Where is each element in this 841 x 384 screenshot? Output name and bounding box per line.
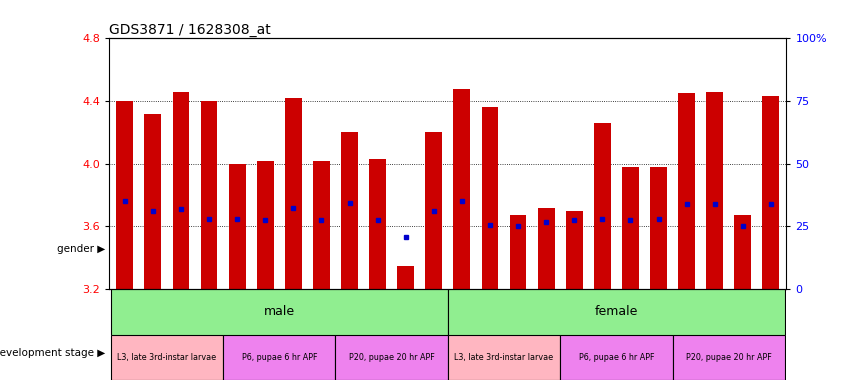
Text: development stage ▶: development stage ▶	[0, 348, 105, 358]
Bar	[537, 208, 554, 289]
Bar	[111, 289, 447, 334]
Bar	[447, 334, 560, 380]
Bar	[447, 289, 785, 334]
Bar	[172, 92, 189, 289]
Bar	[257, 161, 273, 289]
Bar	[313, 161, 330, 289]
Bar	[673, 334, 785, 380]
Text: P6, pupae 6 hr APF: P6, pupae 6 hr APF	[579, 353, 654, 362]
Bar	[397, 265, 414, 289]
Bar	[285, 98, 302, 289]
Text: P6, pupae 6 hr APF: P6, pupae 6 hr APF	[241, 353, 317, 362]
Bar	[560, 334, 673, 380]
Bar	[336, 334, 447, 380]
Bar	[706, 92, 723, 289]
Bar	[678, 93, 695, 289]
Text: GDS3871 / 1628308_at: GDS3871 / 1628308_at	[109, 23, 271, 37]
Text: L3, late 3rd-instar larvae: L3, late 3rd-instar larvae	[118, 353, 216, 362]
Bar	[369, 159, 386, 289]
Bar	[116, 101, 133, 289]
Bar	[341, 132, 358, 289]
Bar	[111, 334, 223, 380]
Bar	[510, 215, 526, 289]
Bar	[734, 215, 751, 289]
Text: L3, late 3rd-instar larvae: L3, late 3rd-instar larvae	[454, 353, 553, 362]
Text: gender ▶: gender ▶	[57, 244, 105, 254]
Bar	[201, 101, 218, 289]
Bar	[426, 132, 442, 289]
Text: male: male	[264, 305, 295, 318]
Bar	[566, 211, 583, 289]
Bar	[229, 164, 246, 289]
Bar	[763, 96, 780, 289]
Bar	[650, 167, 667, 289]
Bar	[453, 89, 470, 289]
Text: female: female	[595, 305, 638, 318]
Text: P20, pupae 20 hr APF: P20, pupae 20 hr APF	[349, 353, 435, 362]
Bar	[622, 167, 639, 289]
Bar	[482, 107, 499, 289]
Bar	[145, 114, 161, 289]
Bar	[223, 334, 336, 380]
Bar	[594, 123, 611, 289]
Text: P20, pupae 20 hr APF: P20, pupae 20 hr APF	[686, 353, 772, 362]
